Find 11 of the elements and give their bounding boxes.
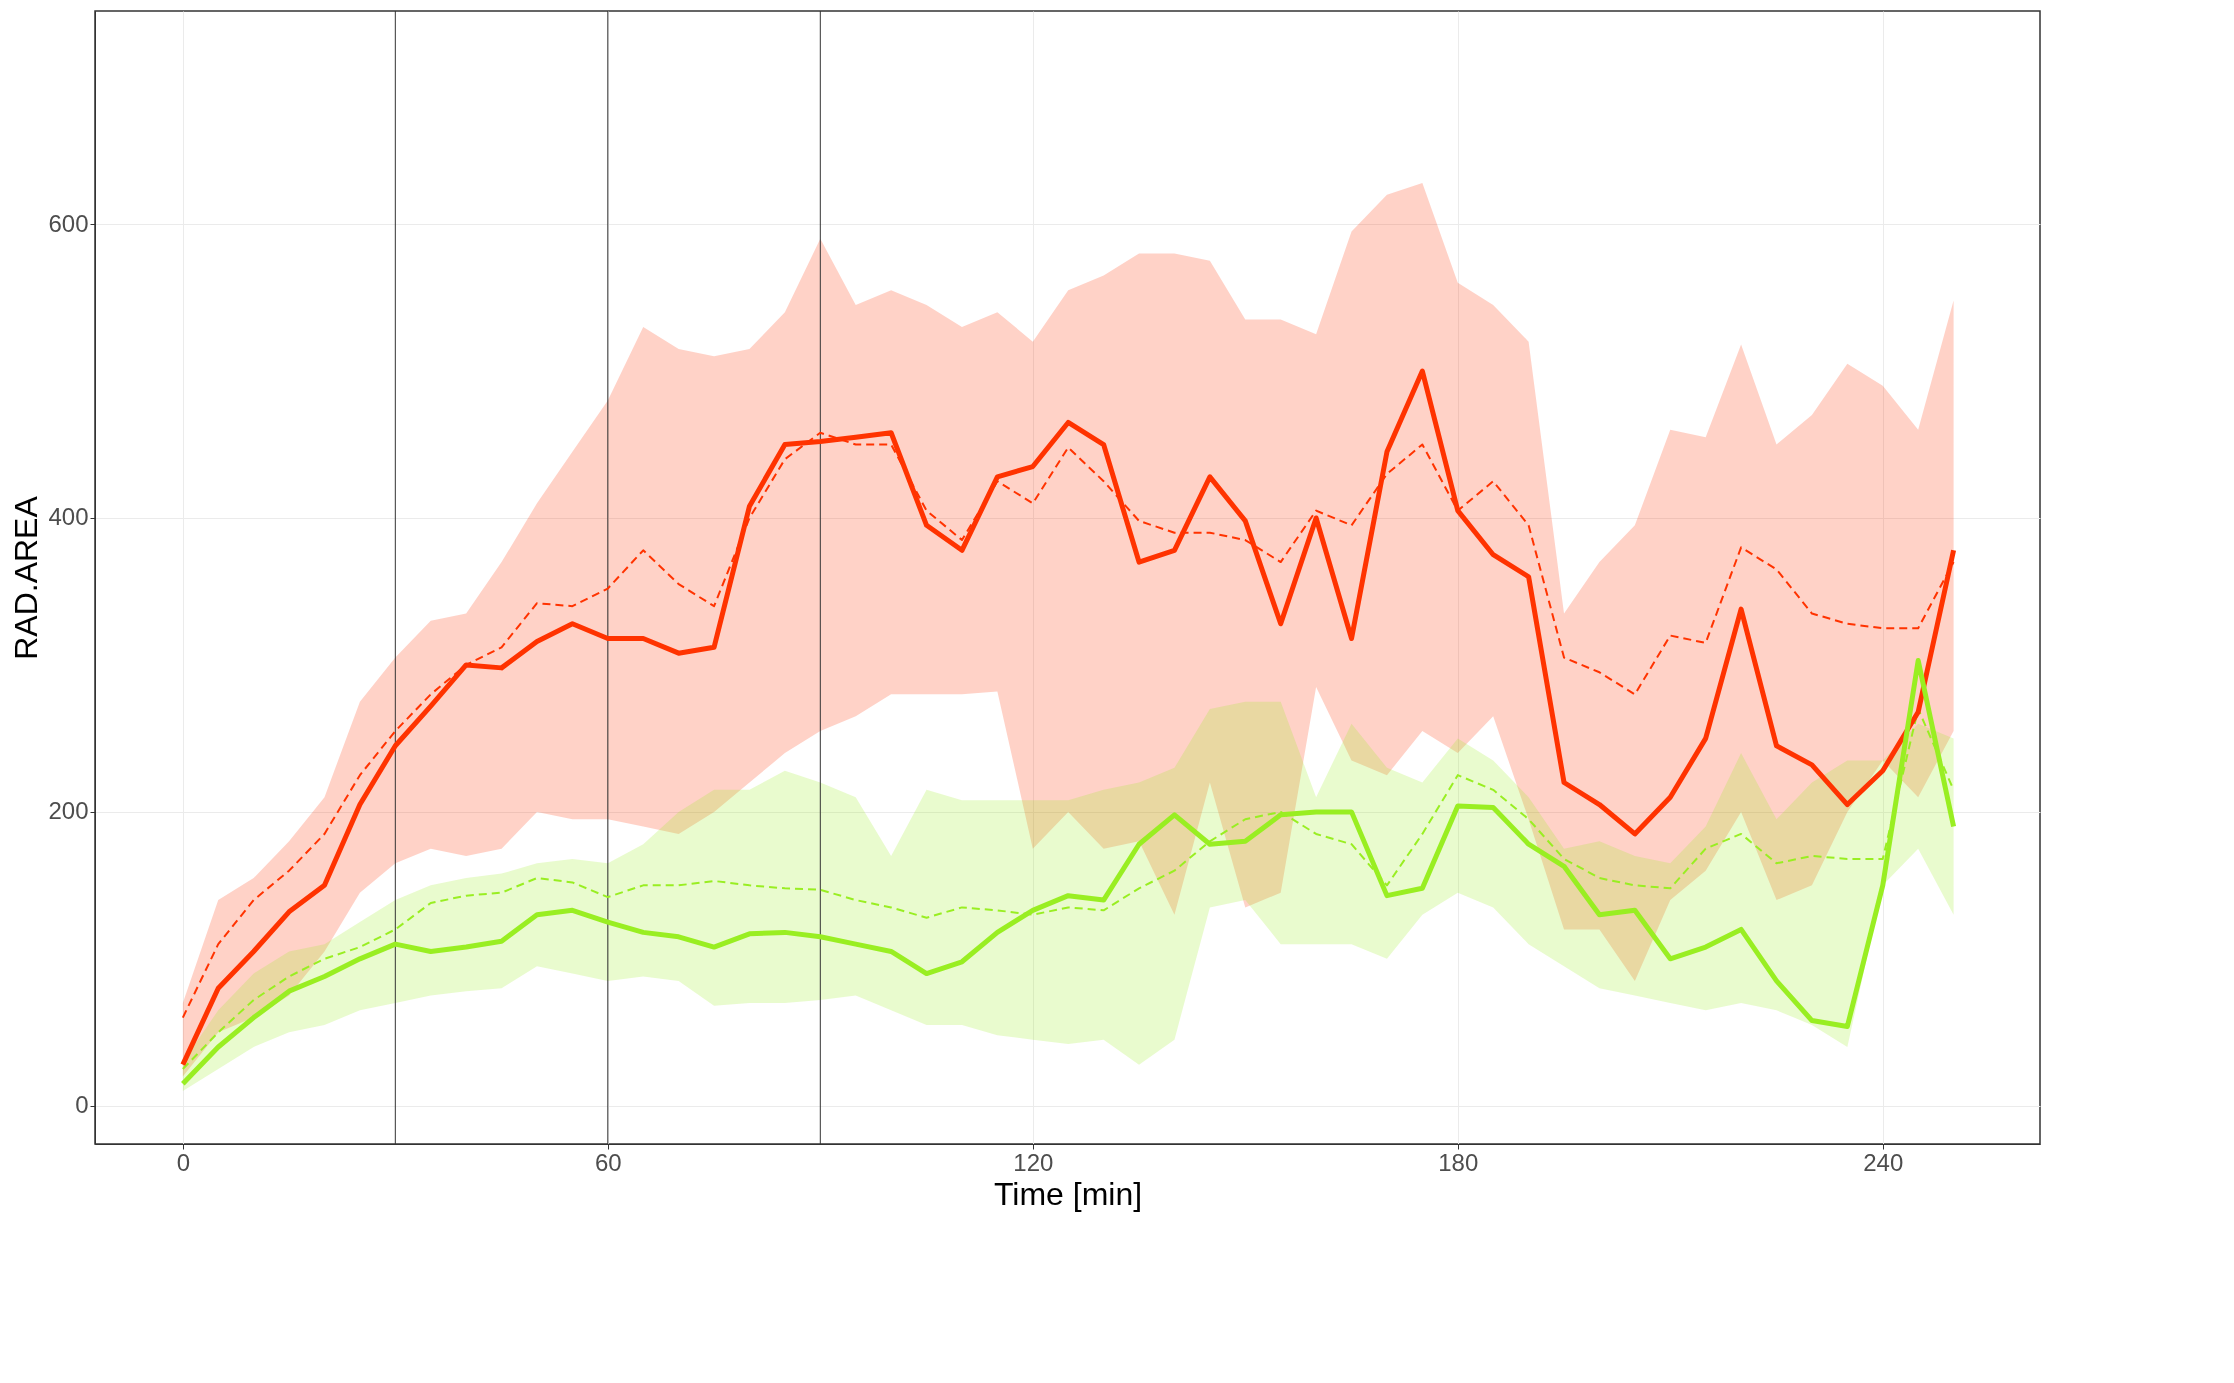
x-tick-label: 60	[594, 1148, 622, 1176]
x-tick-label: 180	[1438, 1148, 1479, 1176]
x-axis-title: Time [min]	[993, 1175, 1143, 1212]
y-tick-label: 400	[48, 503, 89, 531]
y-tick-label: 600	[48, 209, 89, 237]
y-axis-title: RAD.AREA	[8, 495, 45, 660]
x-tick-label: 240	[1863, 1148, 1904, 1176]
y-tick-label: 200	[48, 797, 89, 825]
x-tick-label: 120	[1013, 1148, 1054, 1176]
x-tick-label: 0	[176, 1148, 191, 1176]
y-tick-label: 0	[75, 1091, 89, 1119]
